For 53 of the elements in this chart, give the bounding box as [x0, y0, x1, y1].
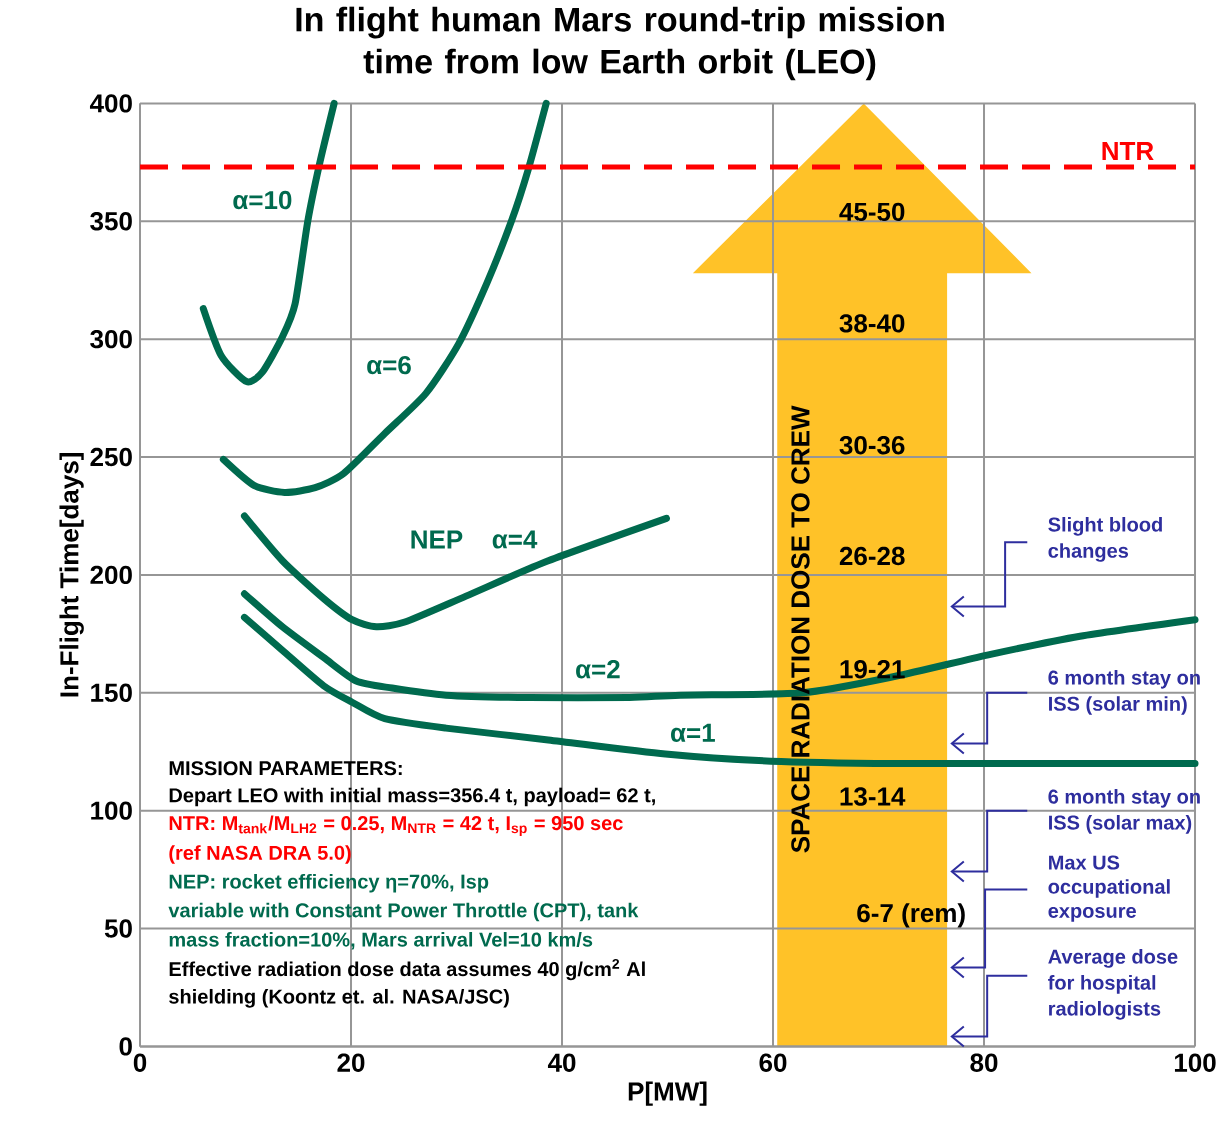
annotation: SPACE RADIATION DOSE TO CREW — [791, 405, 810, 853]
annotation: Average dose — [1048, 948, 1178, 968]
annotation: 45-50 — [839, 202, 905, 221]
annotation: radiologists — [1049, 1000, 1161, 1020]
y-tick-label: 350 — [90, 211, 132, 231]
ref-line-label: NTR — [1102, 141, 1154, 160]
annotation: MISSION PARAMETERS: — [169, 760, 402, 776]
annotation: Slight blood — [1048, 516, 1162, 536]
annotation: 19-21 — [840, 659, 905, 679]
annotation: exposure — [1048, 906, 1136, 922]
series-label: α=4 — [492, 530, 538, 549]
annotation: NEP — [411, 530, 463, 549]
y-tick-label: 150 — [91, 683, 132, 702]
y-tick-label: 100 — [91, 801, 132, 820]
annotation: Max US — [1049, 855, 1120, 870]
series-label: α=6 — [367, 355, 411, 375]
series-label: α=10 — [233, 190, 292, 210]
annotation: 26-28 — [839, 546, 905, 566]
y-tick-label: 300 — [90, 329, 132, 349]
chart-title: In flight human Mars round-trip mission time from low Earth orbit (LEO) — [296, 6, 944, 81]
x-tick-label: 100 — [1174, 1053, 1216, 1072]
annotation: mass fraction=10%, Mars arrival Vel=10 km/s — [169, 931, 593, 950]
series-label: α=1 — [671, 723, 715, 742]
annotation: for hospital — [1048, 974, 1156, 994]
annotation: (ref NASA DRA 5.0) — [169, 844, 351, 864]
y-tick-label: 50 — [104, 919, 132, 938]
annotation: 38-40 — [839, 313, 905, 333]
x-axis-title: P[MW] — [628, 1081, 707, 1106]
annotation: shielding (Koontz et. al. NASA/JSC) — [169, 988, 509, 1008]
annotation: Effective radiation dose data assumes 40 g/cm$^{2}$ Al — [169, 958, 645, 980]
text: NTR: M$_{tank}$/M$_{LH2}$ = 0.25, M$_{NTR}$ = 42 t, I$_{sp}$ = 950 sec — [169, 815, 623, 836]
annotation: ISS (solar min) — [1049, 695, 1187, 715]
y-tick-label: 0 — [119, 1036, 132, 1056]
y-tick-label: 250 — [90, 447, 132, 467]
annotation: ISS (solar max) — [1049, 814, 1192, 834]
annotation: 30-36 — [839, 435, 905, 455]
series-label: α=2 — [576, 659, 620, 679]
x-tick-label: 0 — [133, 1053, 147, 1072]
annotation: 6 month stay on — [1048, 669, 1200, 689]
annotation: NEP: rocket efficiency η=70%, Isp — [169, 873, 489, 893]
x-tick-label: 60 — [759, 1053, 787, 1072]
y-axis-title: In-Flight Time[days] — [59, 452, 84, 697]
y-tick-label: 400 — [89, 93, 132, 113]
x-tick-label: 40 — [547, 1053, 576, 1072]
y-tick-label: 200 — [90, 565, 132, 584]
x-tick-label: 80 — [970, 1053, 998, 1072]
x-tick-label: 20 — [337, 1053, 365, 1072]
annotation: 13-14 — [840, 787, 906, 806]
annotation: 6 month stay on — [1048, 788, 1200, 808]
annotation: variable with Constant Power Throttle (CPT), tank — [168, 902, 639, 922]
annotation: changes — [1048, 542, 1129, 562]
annotation: Depart LEO with initial mass=356.4 t, payload= 62 t, — [169, 787, 655, 807]
annotation: occupational — [1048, 878, 1170, 898]
